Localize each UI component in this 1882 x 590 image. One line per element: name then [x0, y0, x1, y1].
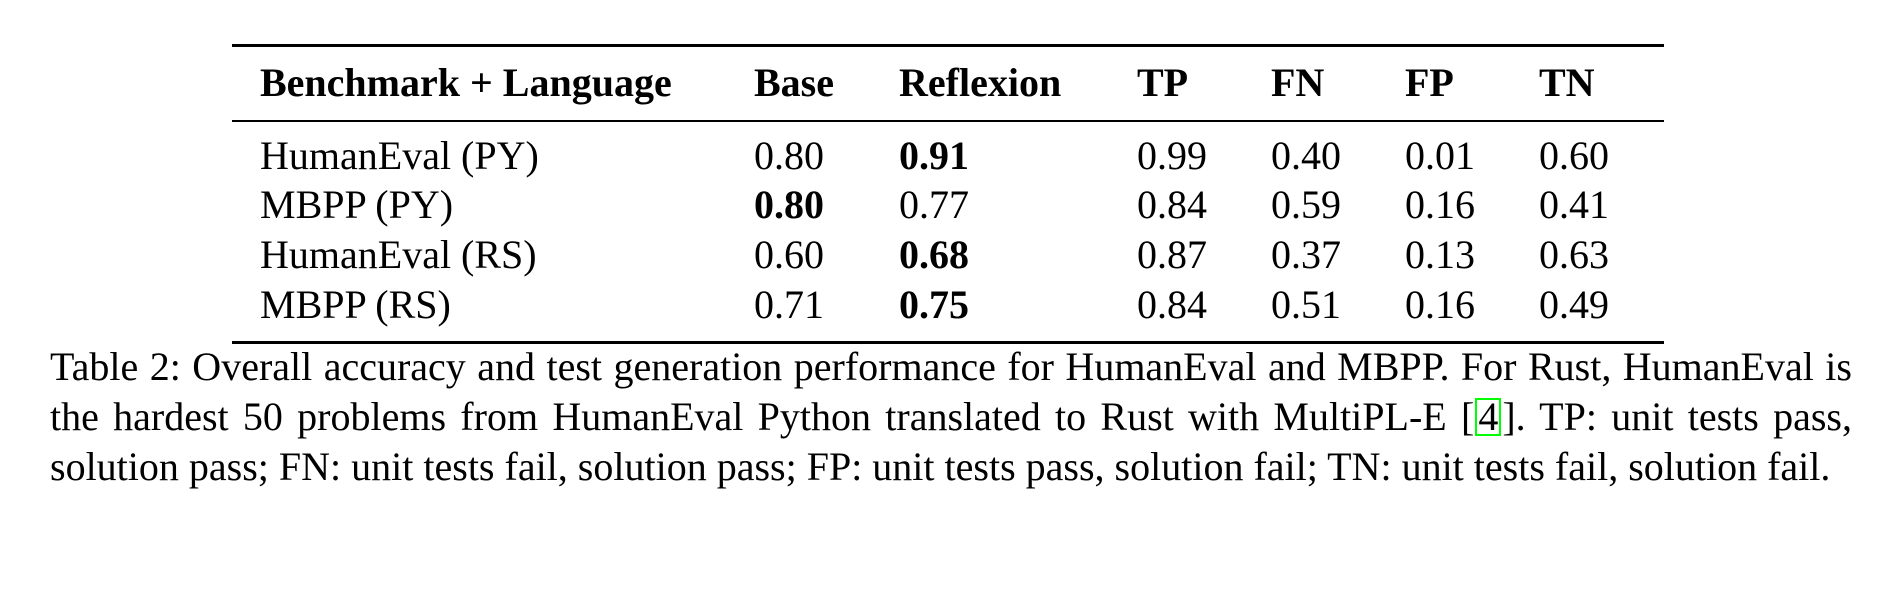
caption-text-end: ]. TP: unit tests pass, solution pass; F… [50, 394, 1852, 489]
cell-reflexion: 0.77 [899, 181, 969, 227]
cell-tp: 0.84 [1137, 181, 1207, 227]
table-header-rule [232, 120, 1664, 122]
cell-benchmark: MBPP (RS) [260, 281, 451, 327]
table-bottom-rule [232, 341, 1664, 344]
cell-reflexion: 0.91 [899, 133, 969, 178]
header-fp: FP [1405, 59, 1454, 105]
cell-fn: 0.37 [1271, 231, 1341, 277]
table-top-rule [232, 44, 1664, 47]
cell-fn: 0.59 [1271, 181, 1341, 227]
table-row: HumanEval (PY) 0.80 0.91 0.99 0.40 0.01 0.60 [232, 120, 1664, 179]
header-fn: FN [1271, 59, 1325, 105]
cell-fp: 0.01 [1405, 133, 1475, 178]
table-body: HumanEval (PY) 0.80 0.91 0.99 0.40 0.01 0.60 MB… [232, 120, 1664, 329]
table-row: MBPP (RS) 0.71 0.75 0.84 0.51 0.16 0.49 [232, 279, 1664, 329]
caption-text-start: Table 2: Overall accuracy and test gener… [50, 344, 1852, 439]
cell-tn: 0.41 [1539, 181, 1609, 227]
cell-reflexion: 0.75 [899, 281, 969, 327]
header-reflexion: Reflexion [899, 59, 1062, 105]
table-header-row: Benchmark + Language Base Reflexion TP F… [232, 44, 1664, 120]
header-tn: TN [1539, 59, 1595, 105]
cell-tp: 0.84 [1137, 281, 1207, 327]
cell-fn: 0.40 [1271, 133, 1341, 178]
header-base: Base [754, 59, 834, 105]
results-table-container: Benchmark + Language Base Reflexion TP F… [232, 44, 1664, 329]
cell-benchmark: HumanEval (RS) [260, 231, 537, 277]
cell-tn: 0.63 [1539, 231, 1609, 277]
cell-reflexion: 0.68 [899, 231, 969, 277]
cell-base: 0.71 [754, 281, 824, 327]
table-row: MBPP (PY) 0.80 0.77 0.84 0.59 0.16 0.41 [232, 179, 1664, 229]
table-row: HumanEval (RS) 0.60 0.68 0.87 0.37 0.13 0.63 [232, 229, 1664, 279]
cell-benchmark: MBPP (PY) [260, 181, 454, 227]
cell-tp: 0.99 [1137, 133, 1207, 178]
cell-base: 0.60 [754, 231, 824, 277]
cell-tn: 0.49 [1539, 281, 1609, 327]
table-caption: Table 2: Overall accuracy and test gener… [50, 342, 1852, 492]
cell-tp: 0.87 [1137, 231, 1207, 277]
citation-link[interactable]: 4 [1475, 397, 1502, 437]
cell-base: 0.80 [754, 133, 824, 178]
cell-base: 0.80 [754, 181, 824, 227]
cell-tn: 0.60 [1539, 133, 1609, 178]
cell-fp: 0.16 [1405, 181, 1475, 227]
header-benchmark: Benchmark + Language [260, 59, 672, 105]
cell-benchmark: HumanEval (PY) [260, 133, 539, 178]
cell-fn: 0.51 [1271, 281, 1341, 327]
cell-fp: 0.13 [1405, 231, 1475, 277]
results-table: Benchmark + Language Base Reflexion TP F… [232, 44, 1664, 329]
header-tp: TP [1137, 59, 1189, 105]
cell-fp: 0.16 [1405, 281, 1475, 327]
